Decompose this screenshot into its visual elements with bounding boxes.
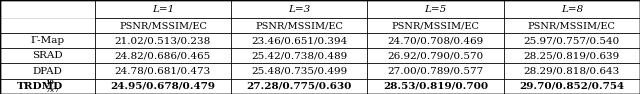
Text: PSNR/MSSIM/EC: PSNR/MSSIM/EC bbox=[528, 21, 616, 30]
Text: TRDMD: TRDMD bbox=[17, 82, 63, 91]
Text: 28.29/0.818/0.643: 28.29/0.818/0.643 bbox=[524, 67, 620, 76]
Text: 24.82/0.686/0.465: 24.82/0.686/0.465 bbox=[115, 51, 211, 60]
Text: SRAD: SRAD bbox=[32, 51, 63, 60]
Text: 25.42/0.738/0.489: 25.42/0.738/0.489 bbox=[251, 51, 348, 60]
Text: 25.97/0.757/0.540: 25.97/0.757/0.540 bbox=[524, 36, 620, 45]
Text: 10: 10 bbox=[45, 80, 54, 85]
Text: Γ-Map: Γ-Map bbox=[30, 36, 65, 45]
Text: 28.53/0.819/0.700: 28.53/0.819/0.700 bbox=[383, 82, 488, 91]
Text: 21.02/0.513/0.238: 21.02/0.513/0.238 bbox=[115, 36, 211, 45]
Text: 24.95/0.678/0.479: 24.95/0.678/0.479 bbox=[110, 82, 216, 91]
Text: PSNR/MSSIM/EC: PSNR/MSSIM/EC bbox=[392, 21, 479, 30]
Text: 29.70/0.852/0.754: 29.70/0.852/0.754 bbox=[519, 82, 625, 91]
Text: 23.46/0.651/0.394: 23.46/0.651/0.394 bbox=[251, 36, 348, 45]
Text: 27.28/0.775/0.630: 27.28/0.775/0.630 bbox=[246, 82, 352, 91]
Text: 26.92/0.790/0.570: 26.92/0.790/0.570 bbox=[387, 51, 484, 60]
Text: L=8: L=8 bbox=[561, 5, 583, 14]
Text: 27.00/0.789/0.577: 27.00/0.789/0.577 bbox=[387, 67, 484, 76]
Text: PSNR/MSSIM/EC: PSNR/MSSIM/EC bbox=[119, 21, 207, 30]
Text: L=3: L=3 bbox=[288, 5, 310, 14]
Text: 24.70/0.708/0.469: 24.70/0.708/0.469 bbox=[387, 36, 484, 45]
Text: L=1: L=1 bbox=[152, 5, 174, 14]
Text: L=5: L=5 bbox=[424, 5, 447, 14]
Text: 7×7: 7×7 bbox=[45, 88, 60, 93]
Text: DPAD: DPAD bbox=[33, 67, 62, 76]
Text: PSNR/MSSIM/EC: PSNR/MSSIM/EC bbox=[255, 21, 343, 30]
Text: 24.78/0.681/0.473: 24.78/0.681/0.473 bbox=[115, 67, 211, 76]
Text: 25.48/0.735/0.499: 25.48/0.735/0.499 bbox=[251, 67, 348, 76]
Text: 28.25/0.819/0.639: 28.25/0.819/0.639 bbox=[524, 51, 620, 60]
